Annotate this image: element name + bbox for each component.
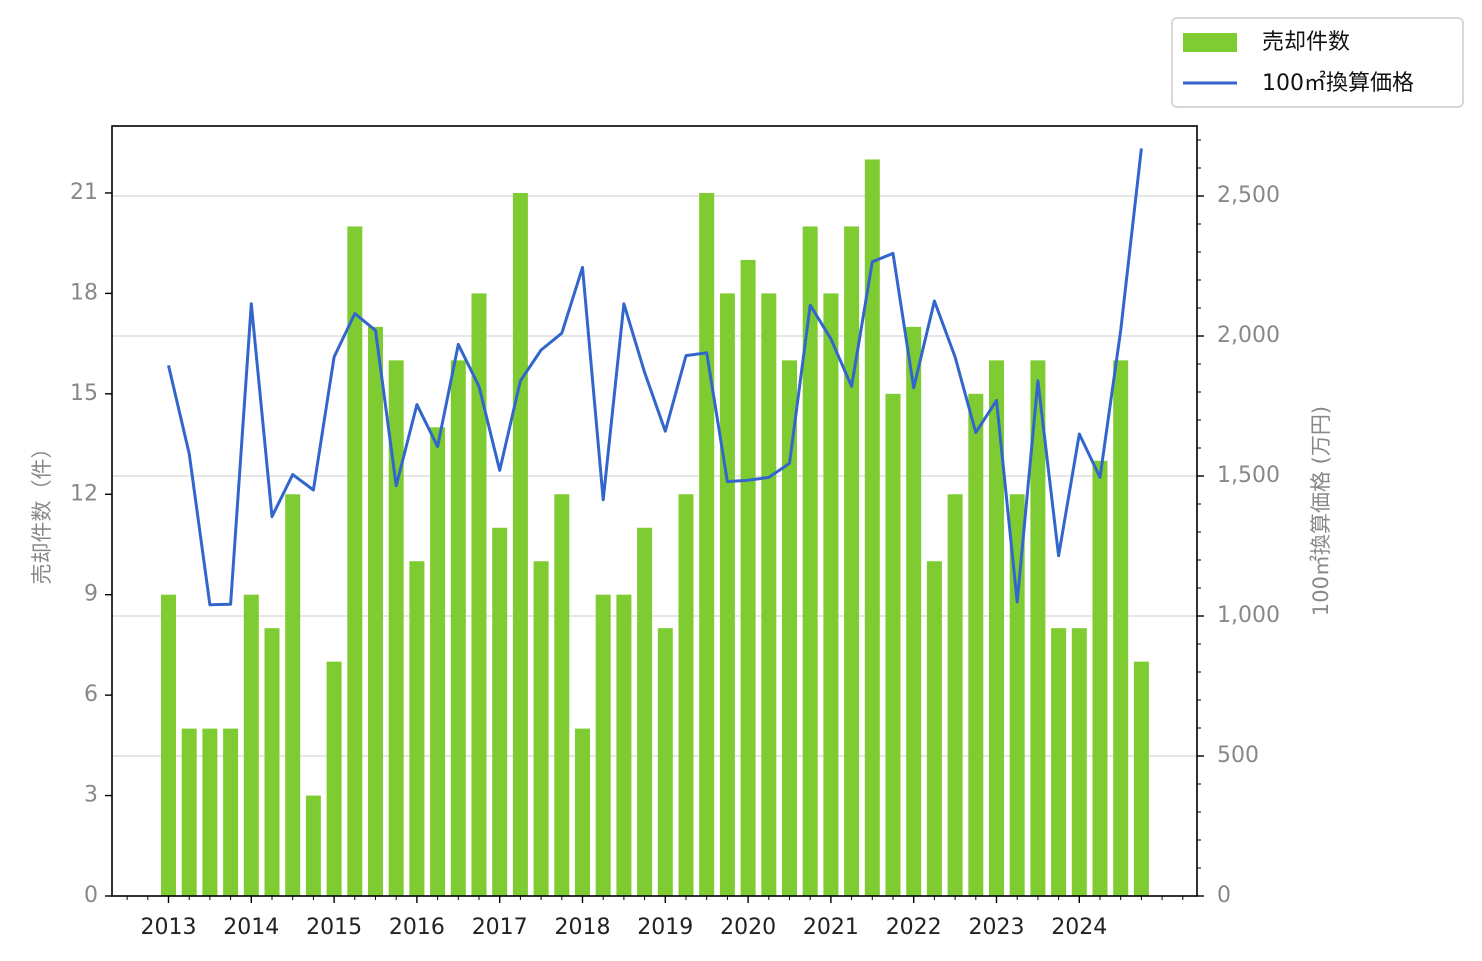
bar	[1092, 460, 1108, 896]
x-tick-label: 2019	[637, 915, 693, 940]
bar	[657, 628, 673, 896]
bar	[595, 594, 611, 896]
y-left-tick-label: 12	[70, 481, 98, 506]
bar	[368, 326, 383, 896]
x-tick-label: 2022	[886, 915, 942, 940]
y-left-tick-label: 3	[84, 783, 98, 808]
bar	[926, 561, 942, 896]
x-tick-label: 2017	[472, 915, 528, 940]
bar	[409, 561, 425, 896]
y-right-tick-label: 1,000	[1217, 603, 1280, 628]
bar	[305, 795, 321, 896]
y-left-tick-label: 9	[84, 582, 98, 607]
bar	[223, 728, 239, 896]
bar	[823, 293, 839, 896]
bar	[844, 226, 860, 896]
legend-bar-label: 売却件数	[1262, 30, 1350, 55]
bar	[637, 527, 653, 896]
y-left-tick-labels: 0 3 6 9 12 15 18 21	[70, 180, 98, 908]
x-tick-label: 2013	[141, 915, 197, 940]
bar	[1030, 360, 1046, 896]
bar	[678, 494, 694, 896]
bar	[699, 192, 715, 896]
bar	[782, 360, 797, 896]
bar	[471, 293, 487, 896]
legend-frame	[1171, 17, 1464, 108]
y-left-tick-label: 15	[70, 381, 98, 406]
bar	[388, 360, 404, 896]
bar	[285, 494, 301, 896]
bar	[326, 661, 342, 896]
bar	[864, 159, 880, 896]
y-left-axis-title: 売却件数（件）	[30, 438, 54, 585]
y-right-axis-title: 100㎡換算価格 (万円)	[1309, 406, 1333, 616]
bar	[906, 326, 922, 896]
bar-series	[161, 159, 1149, 896]
y-right-tick-label: 2,000	[1217, 323, 1280, 348]
bar	[1009, 494, 1025, 896]
bar	[575, 728, 590, 896]
legend-line-label: 100㎡換算価格	[1262, 70, 1414, 96]
x-tick-label: 2015	[306, 915, 362, 940]
bar	[533, 561, 549, 896]
plot-frame	[111, 125, 1198, 897]
y-right-tick-label: 500	[1217, 743, 1259, 768]
bar	[989, 360, 1004, 896]
y-left-tick-label: 6	[84, 682, 98, 707]
bar	[1051, 628, 1067, 896]
x-tick-label: 2023	[969, 915, 1025, 940]
y-left-tick-label: 18	[70, 280, 98, 305]
axis-ticks	[105, 139, 1204, 903]
bar	[1113, 360, 1129, 896]
bar	[1133, 661, 1149, 896]
y-right-tick-label: 0	[1217, 883, 1231, 908]
line-series	[167, 148, 1143, 607]
bar	[616, 594, 632, 896]
y-left-tick-label: 0	[84, 883, 98, 908]
bar	[264, 628, 280, 896]
y-right-tick-label: 2,500	[1217, 183, 1280, 208]
bar	[202, 728, 218, 896]
x-tick-label: 2024	[1051, 915, 1107, 940]
y-right-tick-labels: 0 500 1,000 1,500 2,000 2,500	[1217, 183, 1280, 908]
y-left-tick-label: 21	[70, 180, 98, 205]
bar	[1071, 628, 1087, 896]
y-right-tick-label: 1,500	[1217, 463, 1280, 488]
bar	[554, 494, 570, 896]
legend: 売却件数 100㎡換算価格	[1171, 17, 1464, 108]
bar	[947, 494, 963, 896]
x-tick-label: 2014	[223, 915, 279, 940]
bar	[885, 393, 901, 896]
x-tick-label: 2018	[555, 915, 611, 940]
bar	[719, 293, 735, 896]
legend-bar-swatch	[1183, 33, 1237, 52]
bar	[243, 594, 259, 896]
bar	[430, 427, 446, 896]
bar	[450, 360, 466, 896]
bar	[761, 293, 777, 896]
bar	[802, 226, 818, 896]
x-tick-label: 2021	[803, 915, 859, 940]
x-tick-labels: 2013 2014 2015 2016 2017 2018 2019 2020 2021 2022…	[141, 915, 1108, 940]
bar	[492, 527, 508, 896]
bar	[181, 728, 197, 896]
bar	[161, 594, 176, 896]
bar	[512, 192, 528, 896]
bar	[740, 259, 756, 896]
x-tick-label: 2020	[720, 915, 776, 940]
bar	[347, 226, 363, 896]
price-line	[167, 148, 1143, 607]
bar	[968, 393, 984, 896]
x-tick-label: 2016	[389, 915, 445, 940]
